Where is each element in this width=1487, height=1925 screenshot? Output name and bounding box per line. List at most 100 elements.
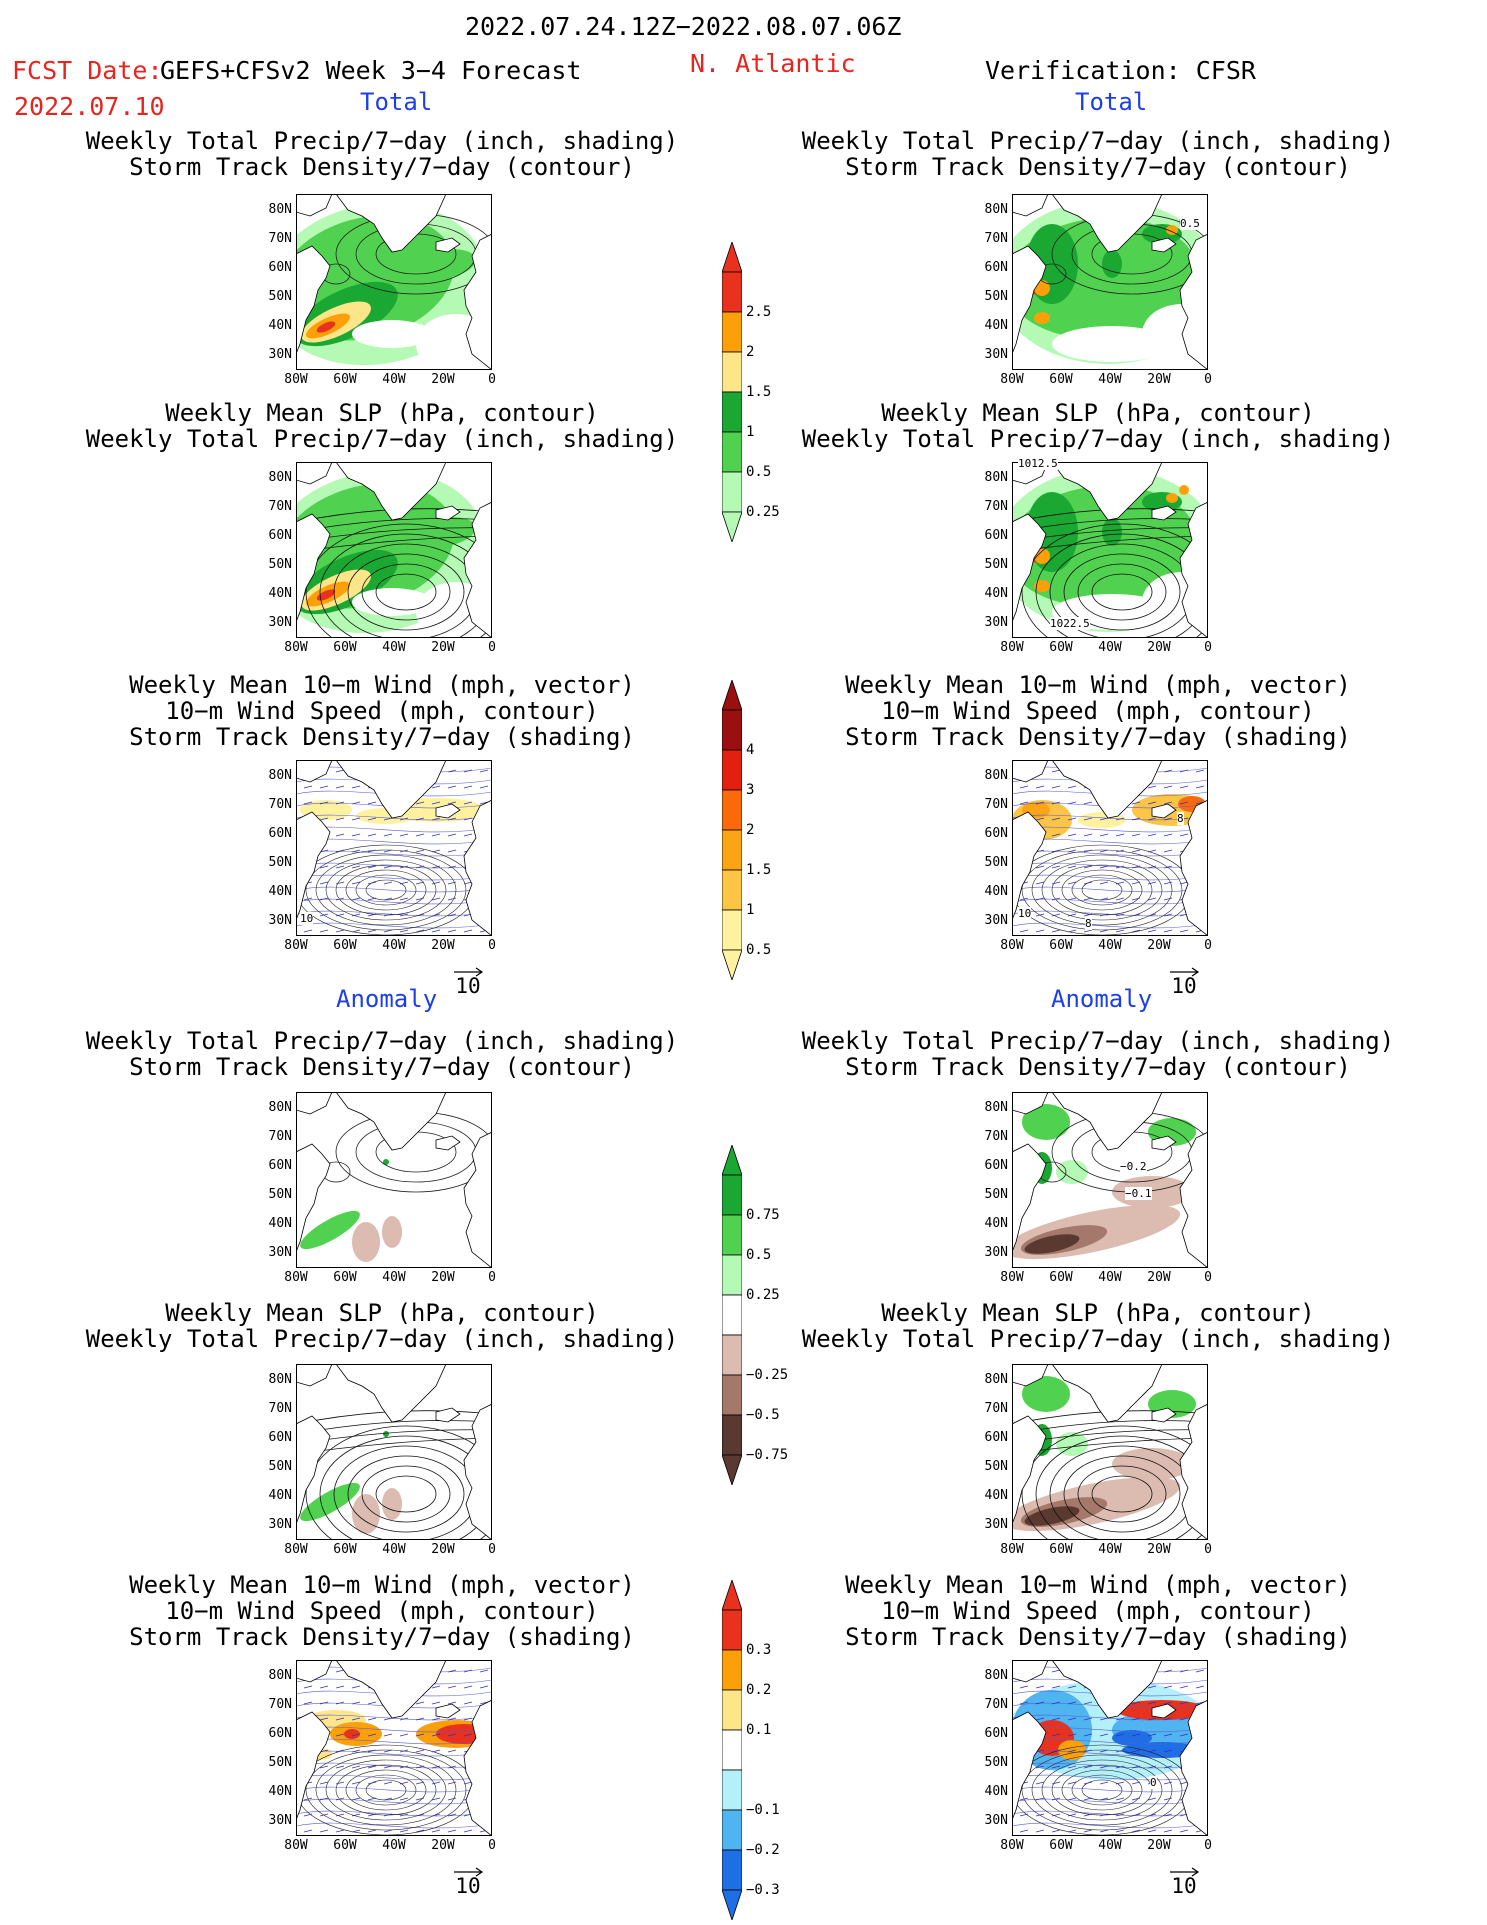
colorbar-label: 1 <box>746 902 755 918</box>
lat-tick-label: 50N <box>268 289 292 304</box>
lon-tick-label: 40W <box>1098 1542 1122 1557</box>
map-panel-total-forecast <box>296 462 492 638</box>
lon-tick-label: 20W <box>1147 372 1171 387</box>
colorbar-label: 2 <box>746 822 755 838</box>
lon-tick-label: 80W <box>1000 938 1024 953</box>
lat-tick-label: 30N <box>268 1517 292 1532</box>
panel-title-line: Storm Track Density/7−day (shading) <box>129 1623 635 1651</box>
colorbar-label: 3 <box>746 782 755 798</box>
lon-tick-label: 40W <box>382 372 406 387</box>
lat-tick-label: 70N <box>268 797 292 812</box>
map-panel-total-forecast <box>296 760 492 936</box>
panel-title-line: Weekly Total Precip/7−day (inch, shading… <box>801 1027 1395 1055</box>
lat-tick-label: 60N <box>268 1430 292 1445</box>
colorbar-label: 1.5 <box>746 384 772 400</box>
colorbar-label: 0.75 <box>746 1207 780 1223</box>
lat-tick-label: 70N <box>984 499 1008 514</box>
lat-tick-label: 60N <box>984 826 1008 841</box>
lon-tick-label: 0 <box>488 1270 496 1285</box>
lat-tick-label: 70N <box>268 1129 292 1144</box>
colorbar-storm_track <box>722 680 742 980</box>
map-canvas <box>296 760 492 936</box>
map-panel-total-verification <box>1012 462 1208 638</box>
lat-tick-label: 50N <box>268 855 292 870</box>
lat-tick-label: 40N <box>984 1784 1008 1799</box>
lon-tick-label: 80W <box>284 1838 308 1853</box>
lon-tick-label: 0 <box>1204 938 1212 953</box>
panel-title-line: Weekly Total Precip/7−day (inch, shading… <box>85 1325 679 1353</box>
lat-tick-label: 60N <box>984 1430 1008 1445</box>
lon-tick-label: 0 <box>1204 1838 1212 1853</box>
contour-value-label: 8 <box>1177 812 1184 825</box>
region-title: N. Atlantic <box>690 49 856 78</box>
lat-tick-label: 30N <box>984 913 1008 928</box>
lat-tick-label: 30N <box>984 1813 1008 1828</box>
section-anomaly-verification: Anomaly <box>1051 985 1153 1013</box>
map-canvas <box>1012 1092 1208 1268</box>
lat-tick-label: 50N <box>984 1755 1008 1770</box>
contour-value-label: 8 <box>1085 917 1092 930</box>
lat-tick-label: 70N <box>268 1401 292 1416</box>
colorbar-label: 0.2 <box>746 1682 772 1698</box>
lat-tick-label: 50N <box>268 1755 292 1770</box>
panel-title-line: Weekly Mean 10−m Wind (mph, vector) <box>129 1571 635 1599</box>
contour-value-label: 1022.5 <box>1050 617 1090 630</box>
map-canvas <box>296 1364 492 1540</box>
colorbar-label: −0.2 <box>746 1842 780 1858</box>
lat-tick-label: 40N <box>984 884 1008 899</box>
lat-tick-label: 30N <box>984 1517 1008 1532</box>
lon-tick-label: 80W <box>1000 1270 1024 1285</box>
lon-tick-label: 80W <box>1000 372 1024 387</box>
lon-tick-label: 60W <box>333 1270 357 1285</box>
map-panel-anomaly-verification <box>1012 1364 1208 1540</box>
lon-tick-label: 80W <box>1000 640 1024 655</box>
lat-tick-label: 80N <box>268 1668 292 1683</box>
map-panel-anomaly-forecast <box>296 1364 492 1540</box>
lat-tick-label: 60N <box>984 260 1008 275</box>
lat-tick-label: 80N <box>268 1372 292 1387</box>
lon-tick-label: 0 <box>1204 1270 1212 1285</box>
lon-tick-label: 0 <box>488 1838 496 1853</box>
map-canvas <box>296 1660 492 1836</box>
lon-tick-label: 20W <box>431 1270 455 1285</box>
lon-tick-label: 0 <box>488 372 496 387</box>
lat-tick-label: 40N <box>268 1784 292 1799</box>
lon-tick-label: 60W <box>1049 938 1073 953</box>
lat-tick-label: 40N <box>268 884 292 899</box>
vector-reference-label: 10 <box>1171 1874 1197 1898</box>
lon-tick-label: 20W <box>1147 1542 1171 1557</box>
lat-tick-label: 80N <box>984 768 1008 783</box>
lon-tick-label: 20W <box>1147 938 1171 953</box>
panel-title-line: Weekly Total Precip/7−day (inch, shading… <box>801 1325 1395 1353</box>
panel-title-line: Storm Track Density/7−day (contour) <box>129 153 635 181</box>
lon-tick-label: 40W <box>1098 1838 1122 1853</box>
lat-tick-label: 40N <box>268 1216 292 1231</box>
lat-tick-label: 50N <box>984 289 1008 304</box>
lat-tick-label: 40N <box>984 318 1008 333</box>
lat-tick-label: 80N <box>984 202 1008 217</box>
vector-reference-label: 10 <box>455 1874 481 1898</box>
lat-tick-label: 30N <box>984 347 1008 362</box>
lat-tick-label: 70N <box>984 1401 1008 1416</box>
lon-tick-label: 80W <box>284 1542 308 1557</box>
panel-title-line: Weekly Mean SLP (hPa, contour) <box>165 399 599 427</box>
lat-tick-label: 40N <box>984 1488 1008 1503</box>
lon-tick-label: 20W <box>1147 1838 1171 1853</box>
lon-tick-label: 80W <box>284 640 308 655</box>
section-total-forecast: Total <box>360 88 433 116</box>
lat-tick-label: 80N <box>268 768 292 783</box>
period-title: 2022.07.24.12Z−2022.08.07.06Z <box>465 12 902 41</box>
lon-tick-label: 20W <box>1147 640 1171 655</box>
panel-title-line: Storm Track Density/7−day (shading) <box>845 1623 1351 1651</box>
colorbar-label: −0.75 <box>746 1447 789 1463</box>
vector-reference-label: 10 <box>455 974 481 998</box>
lat-tick-label: 80N <box>268 470 292 485</box>
lat-tick-label: 30N <box>268 913 292 928</box>
panel-title-line: Weekly Total Precip/7−day (inch, shading… <box>801 425 1395 453</box>
lat-tick-label: 60N <box>268 260 292 275</box>
lon-tick-label: 60W <box>333 640 357 655</box>
vector-reference-arrow-icon <box>454 967 484 977</box>
lon-tick-label: 0 <box>1204 640 1212 655</box>
lat-tick-label: 70N <box>984 1129 1008 1144</box>
colorbar-label: 2.5 <box>746 304 772 320</box>
